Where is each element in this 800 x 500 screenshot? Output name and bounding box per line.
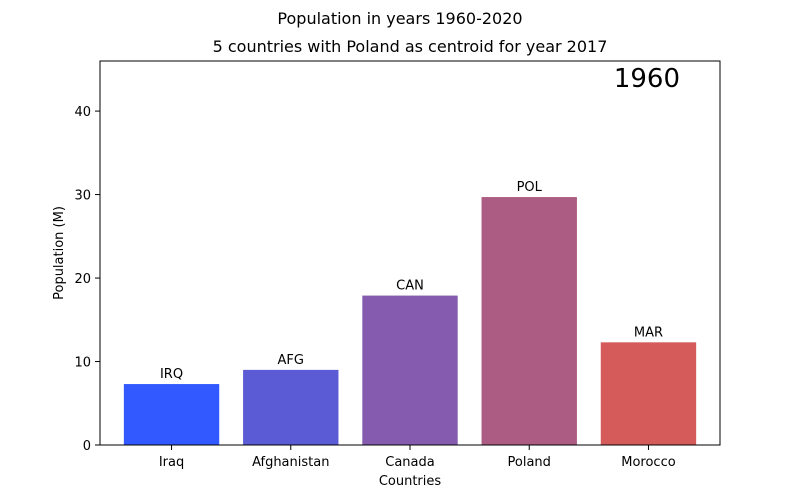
y-tick-label: 30 xyxy=(74,189,91,204)
chart-title: Population in years 1960-2020 xyxy=(277,9,522,28)
bar xyxy=(123,384,220,445)
y-tick-label: 20 xyxy=(74,272,91,287)
x-tick-label: Afghanistan xyxy=(252,455,329,470)
y-axis-label: Population (M) xyxy=(52,206,67,300)
y-tick-label: 40 xyxy=(74,105,91,120)
x-tick-label: Iraq xyxy=(159,455,184,470)
bar-label: IRQ xyxy=(160,367,183,382)
bar-label: AFG xyxy=(278,353,304,368)
y-tick-label: 10 xyxy=(74,356,91,371)
x-tick-label: Morocco xyxy=(621,455,675,470)
bar xyxy=(243,369,339,445)
plot-area: IRQ Iraq AFG Afghanistan CAN Canada POL Poland M… xyxy=(74,60,721,470)
y-tick-label: 0 xyxy=(83,439,91,454)
year-label: 1960 xyxy=(614,64,680,94)
x-tick-label: Poland xyxy=(508,455,551,470)
bar xyxy=(600,342,697,445)
x-axis-label: Countries xyxy=(379,474,442,489)
bar-label: CAN xyxy=(396,279,424,294)
plot-frame xyxy=(99,60,721,446)
bar xyxy=(362,295,458,445)
bar xyxy=(481,197,577,445)
x-tick-label: Canada xyxy=(385,455,434,470)
chart-subtitle: 5 countries with Poland as centroid for … xyxy=(213,37,608,56)
bar-label: MAR xyxy=(634,325,663,340)
bar-label: POL xyxy=(517,180,543,195)
